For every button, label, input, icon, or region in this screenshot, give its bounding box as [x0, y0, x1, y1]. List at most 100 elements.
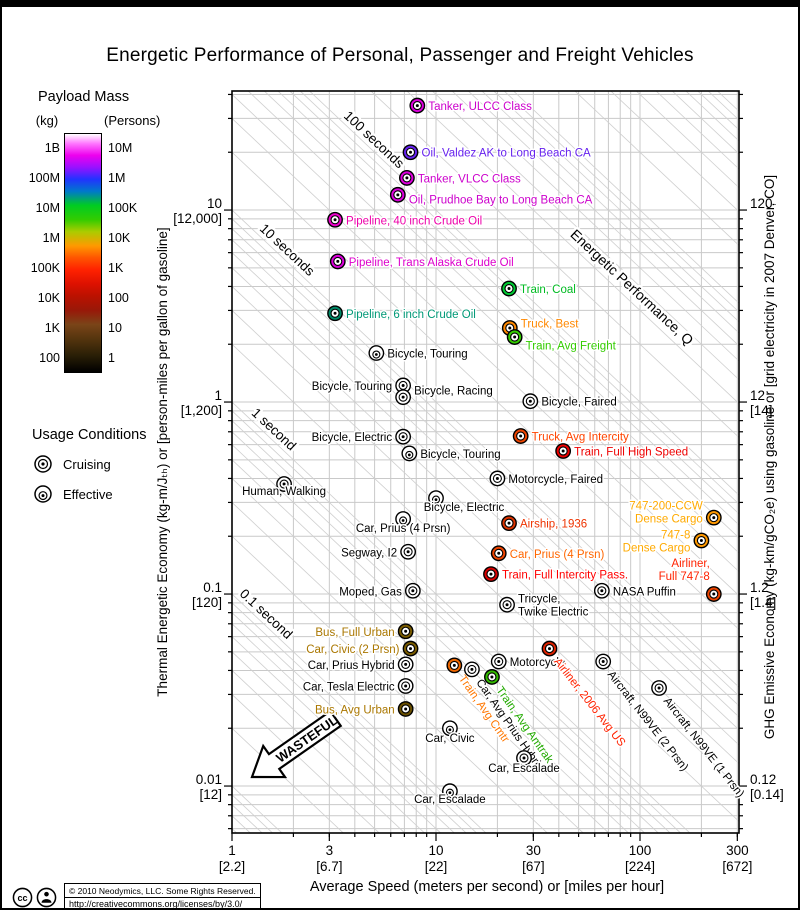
- effective-label: Effective: [63, 486, 113, 502]
- data-point: Bicycle, Touring: [368, 345, 469, 362]
- svg-text:120: 120: [750, 196, 773, 211]
- data-point: Train, Avg Freight: [506, 329, 618, 354]
- data-point: Tanker, VLCC Class: [398, 170, 523, 187]
- data-point: Car, Escalade: [413, 783, 487, 808]
- point-label: Oil, Valdez AK to Long Beach CA: [422, 148, 592, 160]
- kg-column-header: (kg): [35, 113, 59, 128]
- svg-text:[1,200]: [1,200]: [181, 403, 222, 418]
- cc-icon: cc: [12, 887, 33, 908]
- x-axis-title: Average Speed (meters per second) or [mi…: [309, 879, 665, 895]
- usage-conditions-legend: Usage Conditions Cruising Effective: [32, 427, 202, 513]
- point-label: Tanker, ULCC Class: [428, 101, 532, 113]
- data-point: Car, Civic (2 Prsn): [305, 640, 419, 658]
- point-label: Train, Avg Freight: [526, 341, 617, 353]
- data-point: Tricycle, Twike Electric: [499, 592, 590, 620]
- data-point: Car, Escalade: [487, 750, 561, 776]
- persons-label: 100: [108, 291, 129, 305]
- data-point: Bus, Avg Urban: [313, 701, 414, 718]
- point-label: Bus, Full Urban: [315, 627, 394, 639]
- data-point: Pipeline, 6 inch Crude Oil: [327, 305, 477, 322]
- data-point: Car, Prius (4 Prsn): [490, 545, 606, 562]
- persons-label: 1M: [108, 171, 126, 185]
- persons-label: 10K: [108, 231, 131, 245]
- svg-text:30: 30: [526, 843, 541, 858]
- point-label: Bicycle, Touring: [387, 349, 467, 361]
- data-point: Car, Prius (4 Prsn): [354, 511, 452, 536]
- data-point: Moped, Gas: [338, 582, 421, 600]
- y-left-axis-title: Thermal Energetic Economy (kg-m/Jₜₕ) or …: [155, 227, 170, 696]
- kg-label: 100: [39, 351, 60, 365]
- persons-label: 1K: [108, 261, 124, 275]
- point-label: Motorcycle: [510, 657, 566, 669]
- data-point: Pipeline, 40 inch Crude Oil: [327, 211, 484, 229]
- data-point: Train, Full High Speed: [555, 443, 690, 460]
- svg-text:12: 12: [750, 388, 765, 403]
- svg-text:cc: cc: [17, 893, 27, 903]
- data-point: NASA Puffin: [593, 582, 677, 600]
- point-label: Car, Avg Prius Hybrid: [473, 677, 545, 773]
- point-label: Tanker, VLCC Class: [418, 173, 521, 185]
- svg-text:10: 10: [428, 843, 443, 858]
- svg-text:[12]: [12]: [199, 787, 222, 802]
- payload-legend-title: Payload Mass: [38, 89, 130, 105]
- point-label: Airliner, Full 747-8: [659, 558, 710, 583]
- tick-labels: 1[2.2]3[6.7]10[22]30[67]100[224]300[672]…: [173, 196, 784, 874]
- point-label: Bicycle, Faired: [541, 397, 616, 409]
- point-label: Moped, Gas: [339, 586, 402, 598]
- data-point: Truck, Avg Intercity: [512, 428, 631, 445]
- point-label: Car, Civic (2 Prsn): [306, 644, 399, 656]
- data-point: Truck, Best: [501, 317, 581, 336]
- data-point: Train, Coal: [501, 280, 577, 298]
- svg-text:0.12: 0.12: [750, 772, 776, 787]
- data-point: Bicycle, Touring: [310, 377, 412, 394]
- svg-text:1: 1: [228, 843, 236, 858]
- point-label: NASA Puffin: [613, 586, 676, 598]
- point-label: Bicycle, Racing: [414, 386, 493, 398]
- plot-canvas: 1[2.2]3[6.7]10[22]30[67]100[224]300[672]…: [155, 90, 784, 874]
- point-label: Tricycle, Twike Electric: [518, 594, 589, 619]
- point-label: Truck, Avg Intercity: [532, 432, 629, 444]
- data-point: Airliner, Full 747-8: [657, 557, 722, 602]
- point-label: Car, Escalade: [488, 763, 560, 775]
- svg-text:0.01: 0.01: [196, 772, 222, 787]
- kg-label: 10M: [35, 201, 60, 215]
- data-point: Human, Walking: [241, 476, 328, 500]
- svg-text:[2.2]: [2.2]: [219, 859, 245, 874]
- license-footer: cc © 2010 Neodymics, LLC. Some Rights Re…: [12, 883, 261, 908]
- point-label: Train, Full Intercity Pass.: [502, 570, 628, 582]
- point-label: Car, Civic: [425, 733, 474, 745]
- point-label: Car, Escalade: [414, 794, 486, 806]
- data-point: Car, Civic: [424, 720, 476, 747]
- y-right-axis-title: GHG Emissive Economy (kg-km/gCO₂e) using…: [762, 175, 777, 739]
- data-point: Car, Tesla Electric: [301, 678, 414, 695]
- point-label: Car, Prius (4 Prsn): [510, 549, 605, 561]
- kg-label: 100M: [28, 171, 60, 185]
- point-label: Car, Prius Hybrid: [308, 660, 395, 672]
- data-point: 747-8 Dense Cargo: [621, 528, 710, 556]
- point-label: Pipeline, Trans Alaska Crude Oil: [349, 257, 514, 269]
- chart-title: Energetic Performance of Personal, Passe…: [106, 45, 694, 66]
- point-label: Train, Coal: [520, 284, 576, 296]
- point-label: Segway, I2: [341, 547, 397, 559]
- data-point: Segway, I2: [340, 543, 417, 561]
- attribution-person-icon: [36, 887, 57, 908]
- axis-ticks: [224, 93, 747, 841]
- point-label: Bicycle, Touring: [312, 381, 392, 393]
- time-label: 10 seconds: [257, 221, 318, 279]
- data-point: Oil, Prudhoe Bay to Long Beach CA: [389, 186, 594, 208]
- persons-tick-labels: 10M 1M 100K 10K 1K 100 10 1: [108, 133, 168, 373]
- data-point: Bicycle, Faired: [522, 393, 618, 410]
- point-label: Bicycle, Electric: [312, 432, 393, 444]
- svg-text:3: 3: [326, 843, 334, 858]
- energetic-performance-label: Energetic Performance, Q: [567, 226, 696, 348]
- kg-label: 1K: [44, 321, 60, 335]
- point-label: Truck, Best: [521, 319, 580, 331]
- wasteful-text: WASTEFUL: [273, 712, 340, 765]
- payload-mass-legend: Payload Mass (kg) (Persons) 1B 100M 10M 1M 1…: [29, 89, 210, 389]
- data-point: Tanker, ULCC Class: [409, 97, 534, 115]
- point-label: 747-200-CCW Dense Cargo: [629, 501, 703, 526]
- data-point: Car, Prius Hybrid: [306, 656, 414, 673]
- svg-text:0.1: 0.1: [203, 580, 222, 595]
- data-point: Motorcycle: [490, 653, 567, 671]
